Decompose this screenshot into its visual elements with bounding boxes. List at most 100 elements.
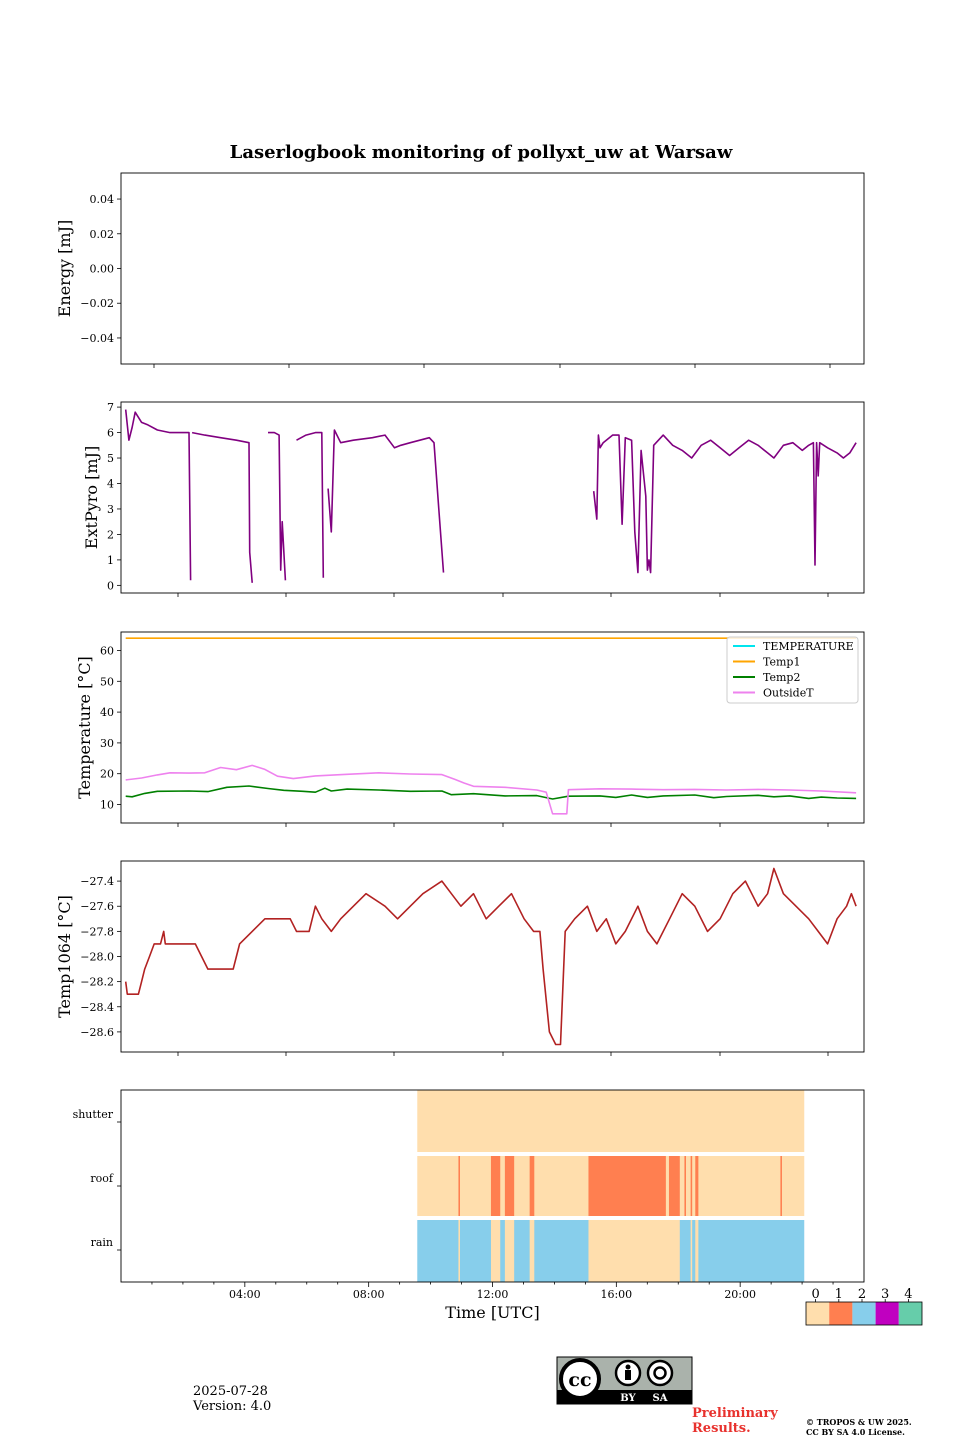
y-axis-label-temp1064: Temp1064 [°C] bbox=[55, 895, 74, 1018]
legend-frame bbox=[726, 636, 859, 704]
series-temp1064-0-0 bbox=[124, 867, 857, 1046]
flag-cell-roof-6 bbox=[668, 1156, 680, 1216]
y-tick-label-energy-2: 0.00 bbox=[90, 263, 115, 276]
license-badge: cc BY SA bbox=[556, 1356, 693, 1405]
y-tick-label-flags-2: rain bbox=[91, 1236, 113, 1249]
colorbar-tick-label-4: 4 bbox=[904, 1287, 912, 1302]
x-tick-label-flags-2: 12:00 bbox=[477, 1288, 509, 1301]
y-tick-label-temperature-4: 50 bbox=[100, 675, 114, 688]
flag-cell-roof-8 bbox=[690, 1156, 693, 1216]
y-tick-label-extpyro-0: 0 bbox=[107, 579, 114, 592]
flag-cell-rain-4 bbox=[529, 1220, 535, 1282]
license-sa-label: SA bbox=[653, 1393, 668, 1404]
share-alike-icon-arc bbox=[653, 1366, 667, 1380]
series-extpyro-0-4 bbox=[327, 429, 445, 573]
y-axis-label-temperature: Temperature [°C] bbox=[75, 656, 94, 799]
flag-cell-roof-3 bbox=[504, 1156, 515, 1216]
colorbar-swatch-0 bbox=[806, 1302, 830, 1325]
flag-cell-roof-4 bbox=[529, 1156, 535, 1216]
y-axis-label-energy: Energy [mJ] bbox=[55, 220, 74, 318]
flag-cell-roof-9 bbox=[695, 1156, 699, 1216]
attribution-icon-head bbox=[625, 1364, 631, 1370]
axes-frame-extpyro bbox=[120, 401, 865, 594]
legend-label-0: TEMPERATURE bbox=[763, 640, 854, 653]
y-tick-label-extpyro-6: 6 bbox=[107, 427, 114, 440]
date-text: 2025-07-28 bbox=[193, 1384, 268, 1399]
series-extpyro-0-3 bbox=[296, 431, 325, 578]
legend-temperature: TEMPERATURE Temp1 Temp2 OutsideT bbox=[726, 636, 859, 704]
license-by-label: BY bbox=[620, 1393, 636, 1404]
copyright-text-line1: © TROPOS & UW 2025. bbox=[806, 1417, 912, 1427]
colorbar-tick-label-2: 2 bbox=[858, 1287, 866, 1302]
y-tick-label-temp1064-0: −27.4 bbox=[80, 875, 114, 888]
panel-flags: shutter roof rain 04:00 08:00 12:00 16:00 20:00… bbox=[73, 1089, 865, 1322]
y-tick-label-temp1064-5: −28.4 bbox=[80, 1001, 114, 1014]
panel-energy: 0.04 0.02 0.00 −0.02 −0.04 Energy [mJ] bbox=[55, 172, 865, 368]
axes-frame-temp1064 bbox=[120, 860, 865, 1053]
figure-title: Laserlogbook monitoring of pollyxt_uw at… bbox=[230, 142, 733, 163]
y-tick-label-extpyro-4: 4 bbox=[107, 477, 114, 490]
y-tick-label-extpyro-1: 1 bbox=[107, 554, 114, 567]
axes-frame-energy bbox=[120, 172, 865, 365]
flag-cell-roof-10 bbox=[780, 1156, 782, 1216]
y-tick-label-temp1064-1: −27.6 bbox=[80, 900, 114, 913]
y-tick-label-temp1064-6: −28.6 bbox=[80, 1026, 114, 1039]
y-tick-label-temp1064-2: −27.8 bbox=[80, 925, 114, 938]
cc-logo-icon bbox=[559, 1358, 601, 1400]
y-tick-label-flags-0: shutter bbox=[73, 1108, 114, 1121]
y-tick-label-extpyro-2: 2 bbox=[107, 528, 114, 541]
y-tick-label-extpyro-3: 3 bbox=[107, 503, 114, 516]
flag-cell-roof-1 bbox=[458, 1156, 460, 1216]
colorbar-tick-label-0: 0 bbox=[811, 1287, 819, 1302]
y-axis-label-extpyro: ExtPyro [mJ] bbox=[82, 446, 101, 549]
preliminary-text-line1: Preliminary bbox=[692, 1406, 778, 1421]
panel-extpyro: 0 1 2 3 4 5 6 7 ExtPyro [mJ] bbox=[82, 401, 865, 597]
legend-label-3: OutsideT bbox=[763, 687, 814, 700]
series-extpyro-0-1 bbox=[191, 431, 253, 583]
flag-cell-rain-2 bbox=[490, 1220, 501, 1282]
y-tick-label-temp1064-3: −28.0 bbox=[80, 951, 114, 964]
y-tick-label-temp1064-4: −28.2 bbox=[80, 976, 114, 989]
y-tick-label-flags-1: roof bbox=[90, 1172, 114, 1185]
version-text: Version: 4.0 bbox=[193, 1399, 272, 1414]
legend-label-2: Temp2 bbox=[763, 671, 800, 684]
y-tick-label-energy-3: −0.02 bbox=[80, 297, 114, 310]
x-tick-label-flags-0: 04:00 bbox=[229, 1288, 261, 1301]
colorbar-swatch-2 bbox=[852, 1302, 876, 1325]
flag-cell-rain-6 bbox=[690, 1220, 693, 1282]
y-tick-label-temperature-5: 60 bbox=[100, 644, 114, 657]
colorbar-swatch-3 bbox=[875, 1302, 899, 1325]
series-temperature-1-0 bbox=[125, 785, 857, 800]
preliminary-text-line2: Results. bbox=[692, 1421, 751, 1436]
x-tick-label-flags-1: 08:00 bbox=[353, 1288, 385, 1301]
y-tick-label-energy-4: −0.04 bbox=[80, 332, 114, 345]
series-extpyro-0-2 bbox=[268, 431, 287, 581]
series-temperature-2-0 bbox=[125, 764, 857, 815]
y-tick-label-extpyro-5: 5 bbox=[107, 452, 114, 465]
y-tick-label-energy-1: 0.02 bbox=[90, 228, 115, 241]
y-tick-label-temperature-2: 30 bbox=[100, 737, 114, 750]
panel-temp1064: −27.4 −27.6 −27.8 −28.0 −28.2 −28.4 −28.6 Temp1… bbox=[55, 860, 865, 1056]
y-tick-label-extpyro-7: 7 bbox=[107, 401, 114, 414]
x-tick-label-flags-4: 20:00 bbox=[724, 1288, 756, 1301]
colorbar-swatch-4 bbox=[898, 1302, 922, 1325]
flag-cell-shutter-0 bbox=[417, 1090, 805, 1152]
colorbar-tick-label-1: 1 bbox=[835, 1287, 843, 1302]
axes-frame-temperature bbox=[120, 631, 865, 824]
y-tick-label-temperature-0: 10 bbox=[100, 799, 114, 812]
series-extpyro-0-5 bbox=[592, 434, 857, 574]
attribution-icon-body bbox=[625, 1370, 631, 1380]
flag-cell-rain-1 bbox=[458, 1220, 460, 1282]
flag-cell-roof-2 bbox=[490, 1156, 501, 1216]
colorbar-tick-label-3: 3 bbox=[881, 1287, 889, 1302]
share-alike-icon bbox=[646, 1359, 674, 1387]
x-axis-label: Time [UTC] bbox=[445, 1303, 539, 1322]
y-tick-label-energy-0: 0.04 bbox=[90, 193, 115, 206]
flag-cell-rain-7 bbox=[695, 1220, 699, 1282]
flag-cell-roof-7 bbox=[684, 1156, 686, 1216]
y-tick-label-temperature-3: 40 bbox=[100, 706, 114, 719]
